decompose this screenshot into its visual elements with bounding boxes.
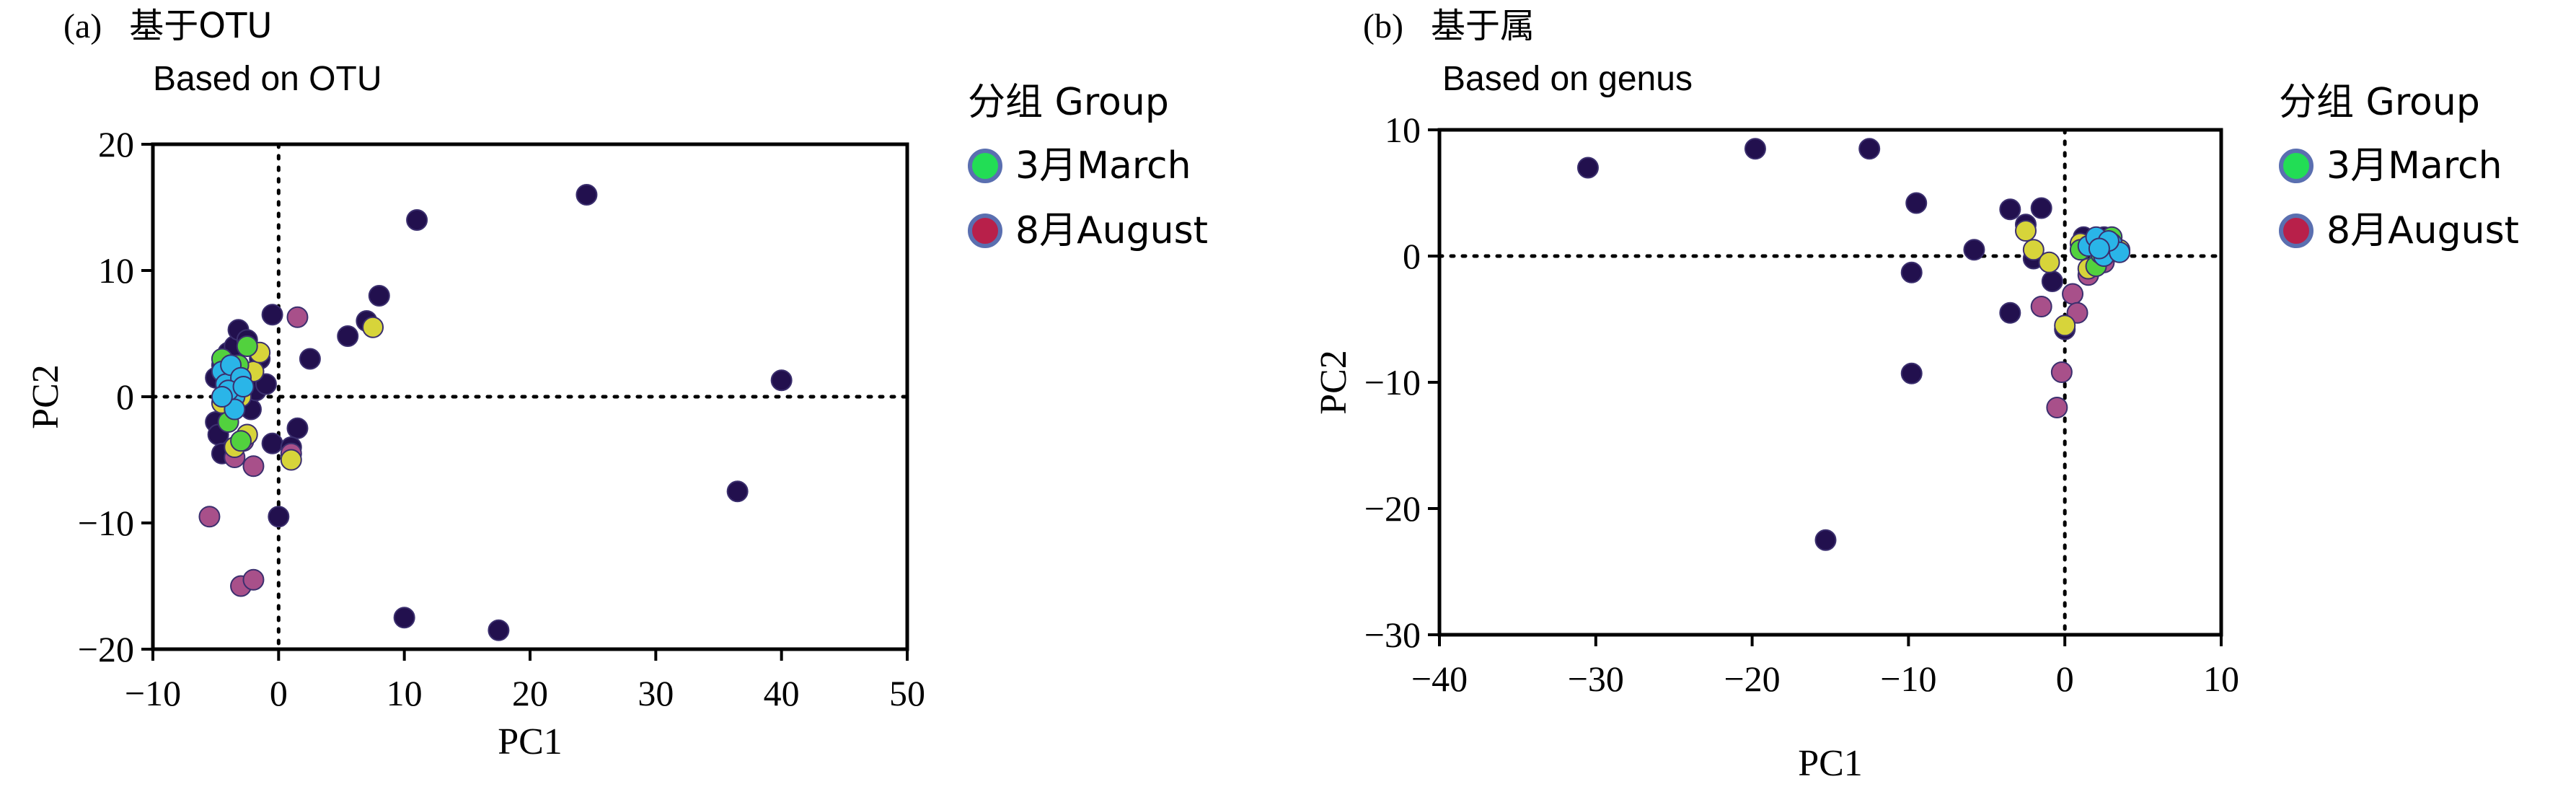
legend-b-swatch-august	[2279, 214, 2313, 248]
legend-b-item-august: 8月August	[2279, 212, 2519, 250]
y-tick-label: −20	[78, 629, 134, 669]
data-point	[1814, 529, 1837, 551]
x-axis-label: PC1	[498, 721, 563, 762]
data-point	[286, 306, 309, 328]
y-tick-label: 10	[1385, 110, 1421, 150]
data-point	[268, 506, 290, 528]
data-point	[1576, 157, 1599, 179]
legend-a-swatch-august	[968, 214, 1002, 248]
x-tick-label: 0	[2056, 659, 2074, 699]
data-point	[1999, 198, 2021, 221]
panel-b-chinese-title: 基于属	[1430, 6, 1535, 46]
y-axis-label: PC2	[25, 364, 66, 429]
y-tick-label: −10	[78, 503, 134, 543]
data-point	[2088, 237, 2110, 260]
panel-a-label: (a)	[63, 7, 102, 45]
data-point	[1963, 239, 1985, 261]
data-point	[1999, 302, 2021, 324]
data-point	[2046, 397, 2068, 418]
data-point	[2030, 296, 2052, 317]
legend-b-title: 分组 Group	[2279, 81, 2480, 124]
y-tick-label: 10	[98, 250, 134, 291]
legend-b-item-march: 3月March	[2279, 147, 2502, 185]
x-tick-label: 50	[889, 673, 925, 713]
x-tick-label: 0	[270, 673, 288, 713]
y-tick-label: −20	[1364, 488, 1421, 529]
data-point	[1900, 362, 1923, 384]
x-tick-label: −10	[125, 673, 181, 713]
panel-a: (a) 基于OTU Based on OTU −10 0 10 20 30 40 50 −20…	[25, 9, 1208, 762]
data-point	[286, 417, 309, 439]
data-point	[261, 432, 283, 454]
data-point	[242, 568, 265, 591]
data-point	[2041, 270, 2063, 292]
data-point	[2030, 197, 2052, 219]
y-axis-label: PC2	[1313, 350, 1354, 415]
data-point	[368, 285, 390, 307]
legend-a-item-august: 8月August	[968, 212, 1208, 250]
panel-b-title: (b) 基于属	[1363, 9, 1535, 44]
data-point	[726, 480, 749, 503]
data-point	[575, 184, 598, 206]
legend-a-label-march: 3月March	[1015, 144, 1191, 188]
legend-b-label-august: 8月August	[2326, 209, 2520, 252]
legend-a-item-march: 3月March	[968, 147, 1191, 185]
data-point	[232, 376, 255, 397]
panel-a-chinese-title: 基于OTU	[129, 6, 273, 46]
y-tick-label: −10	[1364, 362, 1421, 402]
data-point	[230, 430, 252, 452]
x-axis-label: PC1	[1798, 743, 1863, 784]
data-point	[211, 386, 233, 408]
data-point	[2015, 220, 2037, 242]
x-tick-label: −40	[1411, 659, 1468, 699]
data-point	[198, 506, 221, 528]
y-tick-label: 0	[116, 377, 134, 417]
data-point	[236, 335, 258, 357]
panel-a-title: (a) 基于OTU	[63, 9, 273, 44]
legend-b-label-march: 3月March	[2326, 144, 2502, 188]
legend-b-swatch-march	[2279, 149, 2313, 183]
x-tick-label: 10	[387, 673, 423, 713]
plot-frame	[1437, 128, 2223, 637]
data-point	[362, 316, 384, 338]
panel-b-subtitle: Based on genus	[1442, 60, 1693, 98]
data-point	[1905, 192, 1928, 214]
x-tick-label: −10	[1880, 659, 1936, 699]
data-point	[1744, 138, 1766, 160]
x-tick-label: −20	[1724, 659, 1780, 699]
y-tick-label: 0	[1403, 236, 1421, 276]
x-tick-label: 40	[764, 673, 800, 713]
x-tick-label: 10	[2203, 659, 2239, 699]
x-tick-label: 20	[512, 673, 548, 713]
data-point	[280, 449, 302, 471]
data-point	[299, 348, 321, 370]
data-point	[2022, 239, 2045, 261]
plot-frame	[151, 142, 909, 651]
panel-b-label: (b)	[1363, 7, 1403, 45]
panel-a-subtitle: Based on OTU	[153, 60, 382, 98]
data-point	[770, 369, 793, 392]
legend-a-title: 分组 Group	[968, 81, 1169, 124]
x-tick-label: −30	[1568, 659, 1624, 699]
data-point	[2054, 314, 2076, 337]
y-tick-label: −30	[1364, 615, 1421, 655]
legend-a-swatch-march	[968, 149, 1002, 183]
x-tick-label: 30	[638, 673, 674, 713]
data-point	[2062, 283, 2084, 305]
data-point	[488, 619, 510, 641]
data-point	[1900, 261, 1923, 283]
y-tick-label: 20	[98, 124, 134, 164]
legend-a-label-august: 8月August	[1015, 209, 1209, 252]
data-point	[2038, 251, 2060, 273]
data-point	[2050, 361, 2073, 383]
data-point	[393, 607, 415, 629]
data-point	[1858, 138, 1881, 160]
data-point	[337, 325, 359, 347]
panel-b: (b) 基于属 Based on genus −40 −30 −20 −10 0 10 −3…	[1288, 0, 2576, 792]
data-point	[406, 209, 428, 231]
data-point	[261, 304, 283, 326]
data-point	[242, 455, 265, 478]
